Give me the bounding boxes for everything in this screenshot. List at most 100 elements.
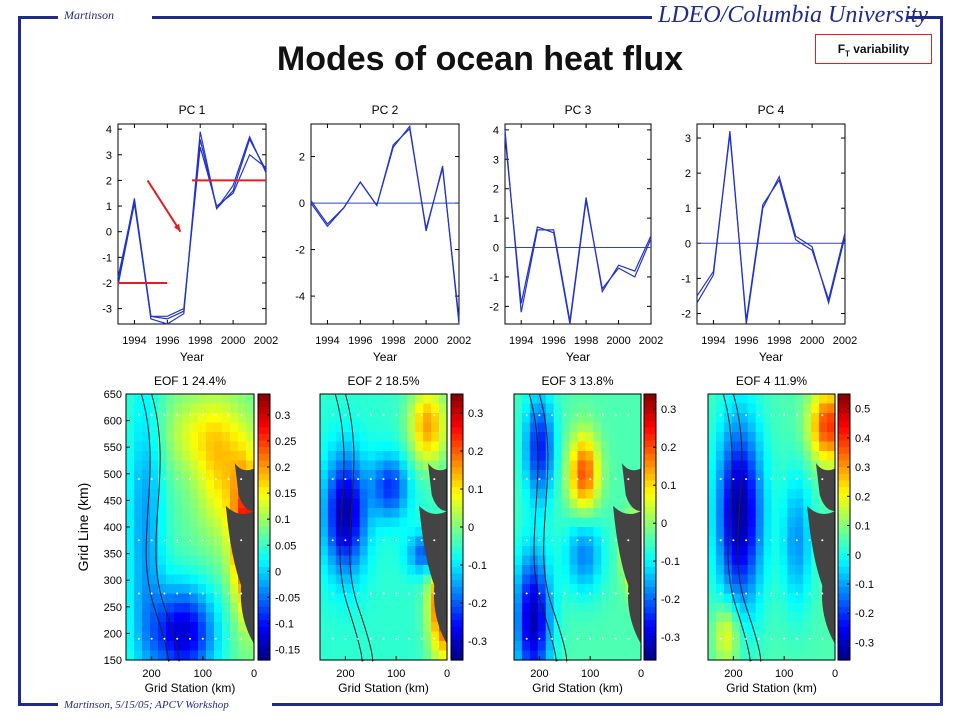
field-cell (359, 603, 369, 614)
field-cell (529, 641, 539, 652)
series-line-3 (117, 146, 267, 317)
field-cell (431, 422, 440, 433)
station-dot (382, 478, 385, 481)
station-dot (732, 592, 735, 595)
field-cell (755, 422, 765, 433)
field-cell (723, 622, 733, 633)
field-cell (609, 422, 618, 433)
field-cell (327, 479, 337, 490)
station-dot (601, 592, 604, 595)
field-cell (577, 451, 587, 462)
station-dot (601, 478, 604, 481)
field-cell (787, 422, 796, 433)
field-cell (391, 612, 400, 623)
field-cell (561, 517, 571, 528)
field-cell (343, 394, 353, 405)
field-cell (755, 517, 765, 528)
field-cell (206, 641, 215, 652)
field-cell (351, 546, 361, 557)
field-cell (158, 498, 167, 509)
colorbar-tick-label: 0.1 (661, 480, 676, 492)
field-cell (222, 451, 231, 462)
station-dot (395, 637, 398, 640)
field-cell (763, 641, 773, 652)
field-cell (351, 622, 361, 633)
field-cell (569, 622, 579, 633)
field-cell (230, 394, 239, 405)
field-cell (763, 546, 773, 557)
colorbar-segment (451, 447, 463, 455)
field-cell (715, 584, 725, 595)
field-cell (238, 498, 247, 509)
field-cell (763, 536, 773, 547)
colorbar-segment (258, 573, 270, 581)
field-cell (134, 413, 143, 424)
field-cell (182, 612, 191, 623)
station-dot (808, 414, 811, 417)
field-cell (166, 650, 175, 661)
station-dot (719, 592, 722, 595)
field-cell (593, 470, 602, 481)
field-cell (327, 489, 337, 500)
field-cell (723, 394, 733, 405)
field-cell (423, 432, 432, 443)
x-tick-label: 100 (387, 668, 405, 680)
field-cell (367, 460, 377, 471)
field-cell (787, 441, 796, 452)
colorbar-segment (838, 400, 850, 408)
field-cell (359, 394, 369, 405)
field-cell (747, 641, 757, 652)
field-cell (182, 622, 191, 633)
field-cell (577, 593, 587, 604)
field-cell (423, 451, 432, 462)
field-cell (787, 498, 796, 509)
station-dot (627, 637, 630, 640)
field-cell (423, 489, 432, 500)
field-cell (819, 508, 828, 519)
field-cell (391, 479, 400, 490)
institution-label: LDEO/Columbia University (658, 2, 928, 28)
field-cell (375, 508, 385, 519)
field-cell (375, 413, 385, 424)
field-cell (747, 584, 757, 595)
field-cell (182, 641, 191, 652)
field-cell (537, 536, 547, 547)
field-cell (514, 631, 523, 642)
colorbar-segment (838, 473, 850, 482)
colorbar-segment (258, 507, 270, 515)
field-cell (375, 498, 385, 509)
field-cell (803, 641, 812, 652)
field-cell (553, 555, 563, 566)
field-cell (708, 403, 717, 414)
field-cell (561, 536, 571, 547)
colorbar-segment (644, 533, 656, 541)
field-cell (811, 413, 820, 424)
field-cell (142, 574, 151, 585)
field-cell (763, 441, 773, 452)
field-cell (795, 470, 804, 481)
field-cell (617, 574, 626, 585)
field-cell (415, 489, 424, 500)
field-cell (803, 622, 812, 633)
colorbar-segment (258, 620, 270, 628)
field-cell (335, 517, 345, 528)
field-cell (327, 555, 337, 566)
field-cell (609, 517, 618, 528)
colorbar-tick-label: 0.2 (468, 446, 483, 458)
colorbar-tick-label: 0.2 (661, 442, 676, 454)
field-cell (150, 470, 159, 481)
field-cell (625, 498, 634, 509)
field-cell (327, 508, 337, 519)
field-cell (150, 584, 159, 595)
field-cell (359, 422, 369, 433)
field-cell (222, 536, 231, 547)
field-cell (439, 441, 448, 452)
field-cell (327, 498, 337, 509)
field-cell (351, 403, 361, 414)
field-cell (343, 498, 353, 509)
colorbar-segment (644, 640, 656, 648)
field-cell (593, 489, 602, 500)
field-cell (747, 394, 757, 405)
